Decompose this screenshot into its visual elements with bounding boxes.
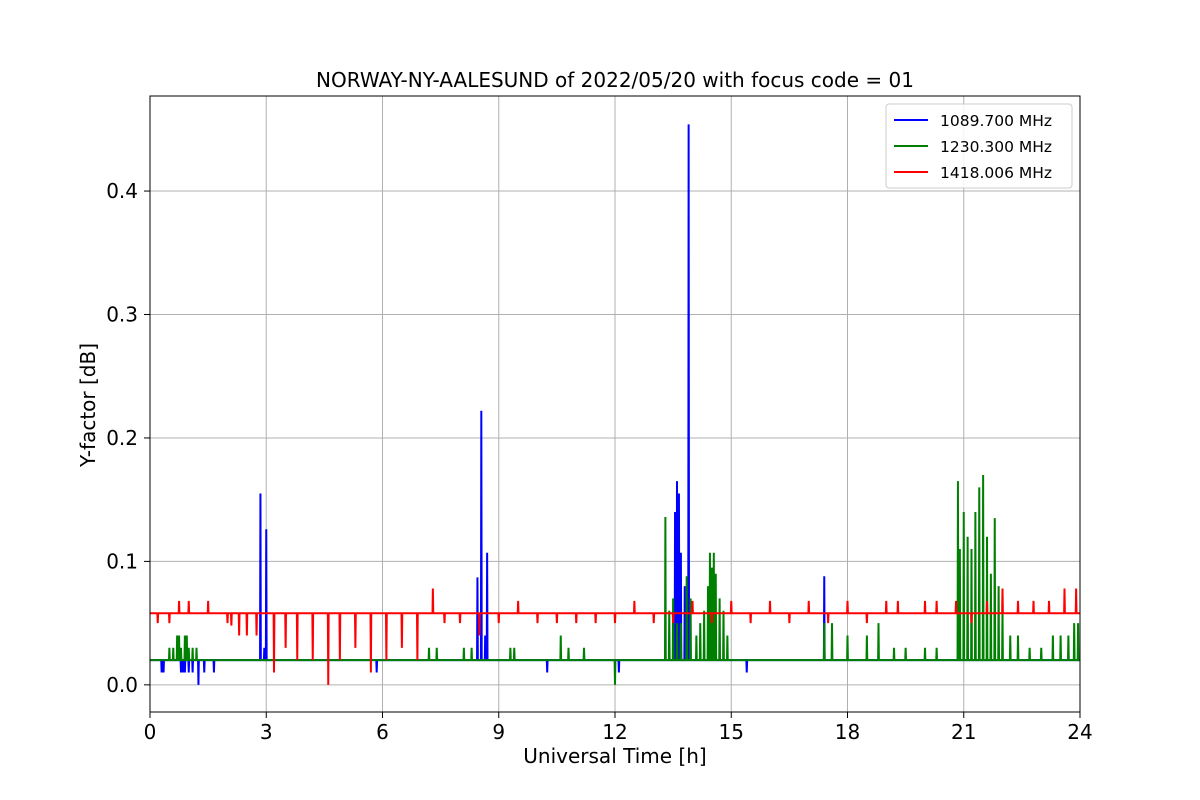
x-tick-label: 9 bbox=[492, 720, 505, 744]
y-tick-label: 0.3 bbox=[106, 303, 138, 327]
legend-label-3: 1418.006 MHz bbox=[940, 164, 1052, 182]
x-tick-label: 12 bbox=[602, 720, 627, 744]
x-tick-label: 15 bbox=[719, 720, 744, 744]
chart-title: NORWAY-NY-AALESUND of 2022/05/20 with fo… bbox=[316, 68, 914, 92]
y-tick-label: 0.4 bbox=[106, 179, 138, 203]
legend-box bbox=[885, 103, 1073, 189]
x-tick-label: 21 bbox=[951, 720, 976, 744]
series-line-3 bbox=[150, 588, 1080, 685]
legend-label-2: 1230.300 MHz bbox=[940, 138, 1052, 156]
x-tick-label: 0 bbox=[144, 720, 157, 744]
legend: 1089.700 MHz 1230.300 MHz 1418.006 MHz bbox=[885, 103, 1073, 189]
x-tick-label: 24 bbox=[1067, 720, 1092, 744]
legend-label-1: 1089.700 MHz bbox=[940, 112, 1052, 130]
y-axis-label: Y-factor [dB] bbox=[76, 343, 100, 468]
y-tick-label: 0.1 bbox=[106, 549, 138, 573]
y-tick-label: 0.2 bbox=[106, 426, 138, 450]
x-tick-label: 3 bbox=[260, 720, 273, 744]
x-axis-label: Universal Time [h] bbox=[523, 744, 706, 768]
plot-area: 0 3 6 9 12 15 18 21 24 0.0 0.1 0.2 0.3 0.4 bbox=[106, 95, 1093, 744]
y-tick-label: 0.0 bbox=[106, 673, 138, 697]
x-tick-label: 6 bbox=[376, 720, 389, 744]
x-tick-label: 18 bbox=[835, 720, 860, 744]
series-line-2 bbox=[150, 474, 1080, 685]
